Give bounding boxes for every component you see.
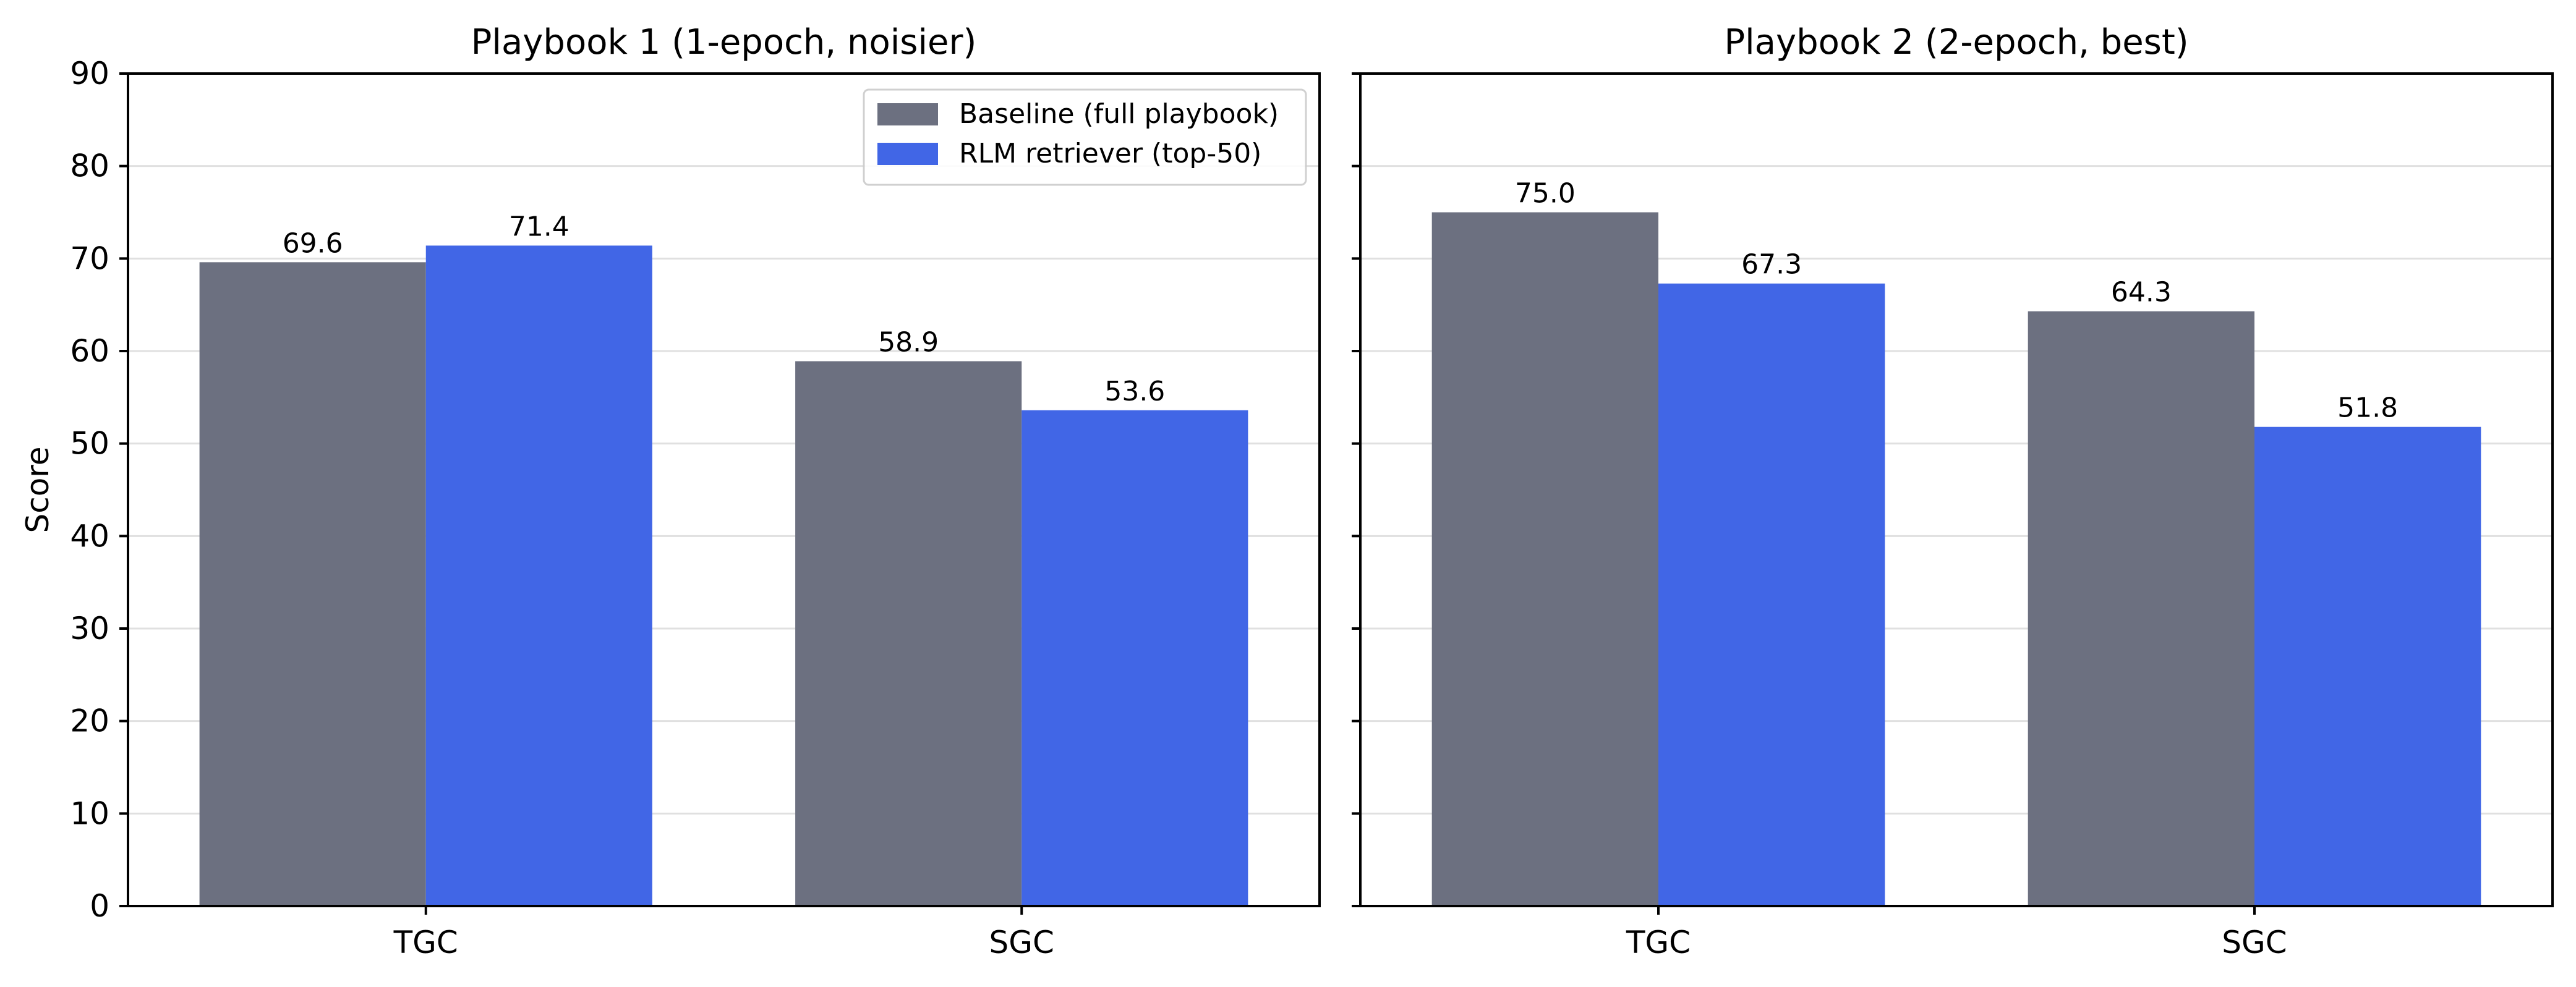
chart-title: Playbook 1 (1-epoch, noisier) [471,22,977,62]
bar-sgc-series-2 [2254,426,2481,906]
legend-swatch-series-1 [877,103,938,125]
y-tick-label: 40 [70,518,109,554]
data-label: 53.6 [1104,376,1165,407]
bar-sgc-series-2 [1021,410,1248,906]
x-tick-label: TGC [1626,925,1691,960]
x-tick-label: SGC [2222,925,2287,960]
legend-label-series-2: RLM retriever (top-50) [959,138,1261,169]
y-tick-label: 80 [70,148,109,184]
y-tick-label: 10 [70,795,109,831]
bar-tgc-series-2 [1658,283,1885,906]
y-tick-label: 90 [70,56,109,91]
y-tick-label: 30 [70,611,109,646]
x-tick-label: SGC [989,925,1054,960]
y-tick-label: 60 [70,333,109,369]
data-label: 64.3 [2111,277,2172,308]
data-label: 69.6 [283,227,343,259]
data-label: 67.3 [1741,249,1802,281]
bar-tgc-series-1 [1431,212,1658,906]
bar-tgc-series-1 [199,262,426,906]
chart-title: Playbook 2 (2-epoch, best) [1724,22,2188,62]
data-label: 51.8 [2337,392,2398,424]
legend-box [863,88,1307,186]
data-label: 75.0 [1515,178,1576,210]
legend-label-series-1: Baseline (full playbook) [959,98,1279,130]
bar-tgc-series-2 [425,245,652,906]
bar-sgc-series-1 [795,361,1022,906]
plot-frame [1359,72,2554,907]
data-label: 58.9 [878,326,939,358]
data-label: 71.4 [509,211,569,242]
plot-frame [127,72,1321,907]
y-tick-label: 70 [70,240,109,276]
x-tick-label: TGC [393,925,458,960]
y-tick-label: 50 [70,426,109,462]
bar-sgc-series-1 [2028,311,2254,907]
y-tick-label: 20 [70,703,109,739]
legend-swatch-series-2 [877,143,938,165]
y-axis-label: Score [20,446,56,533]
y-tick-label: 0 [90,888,109,924]
